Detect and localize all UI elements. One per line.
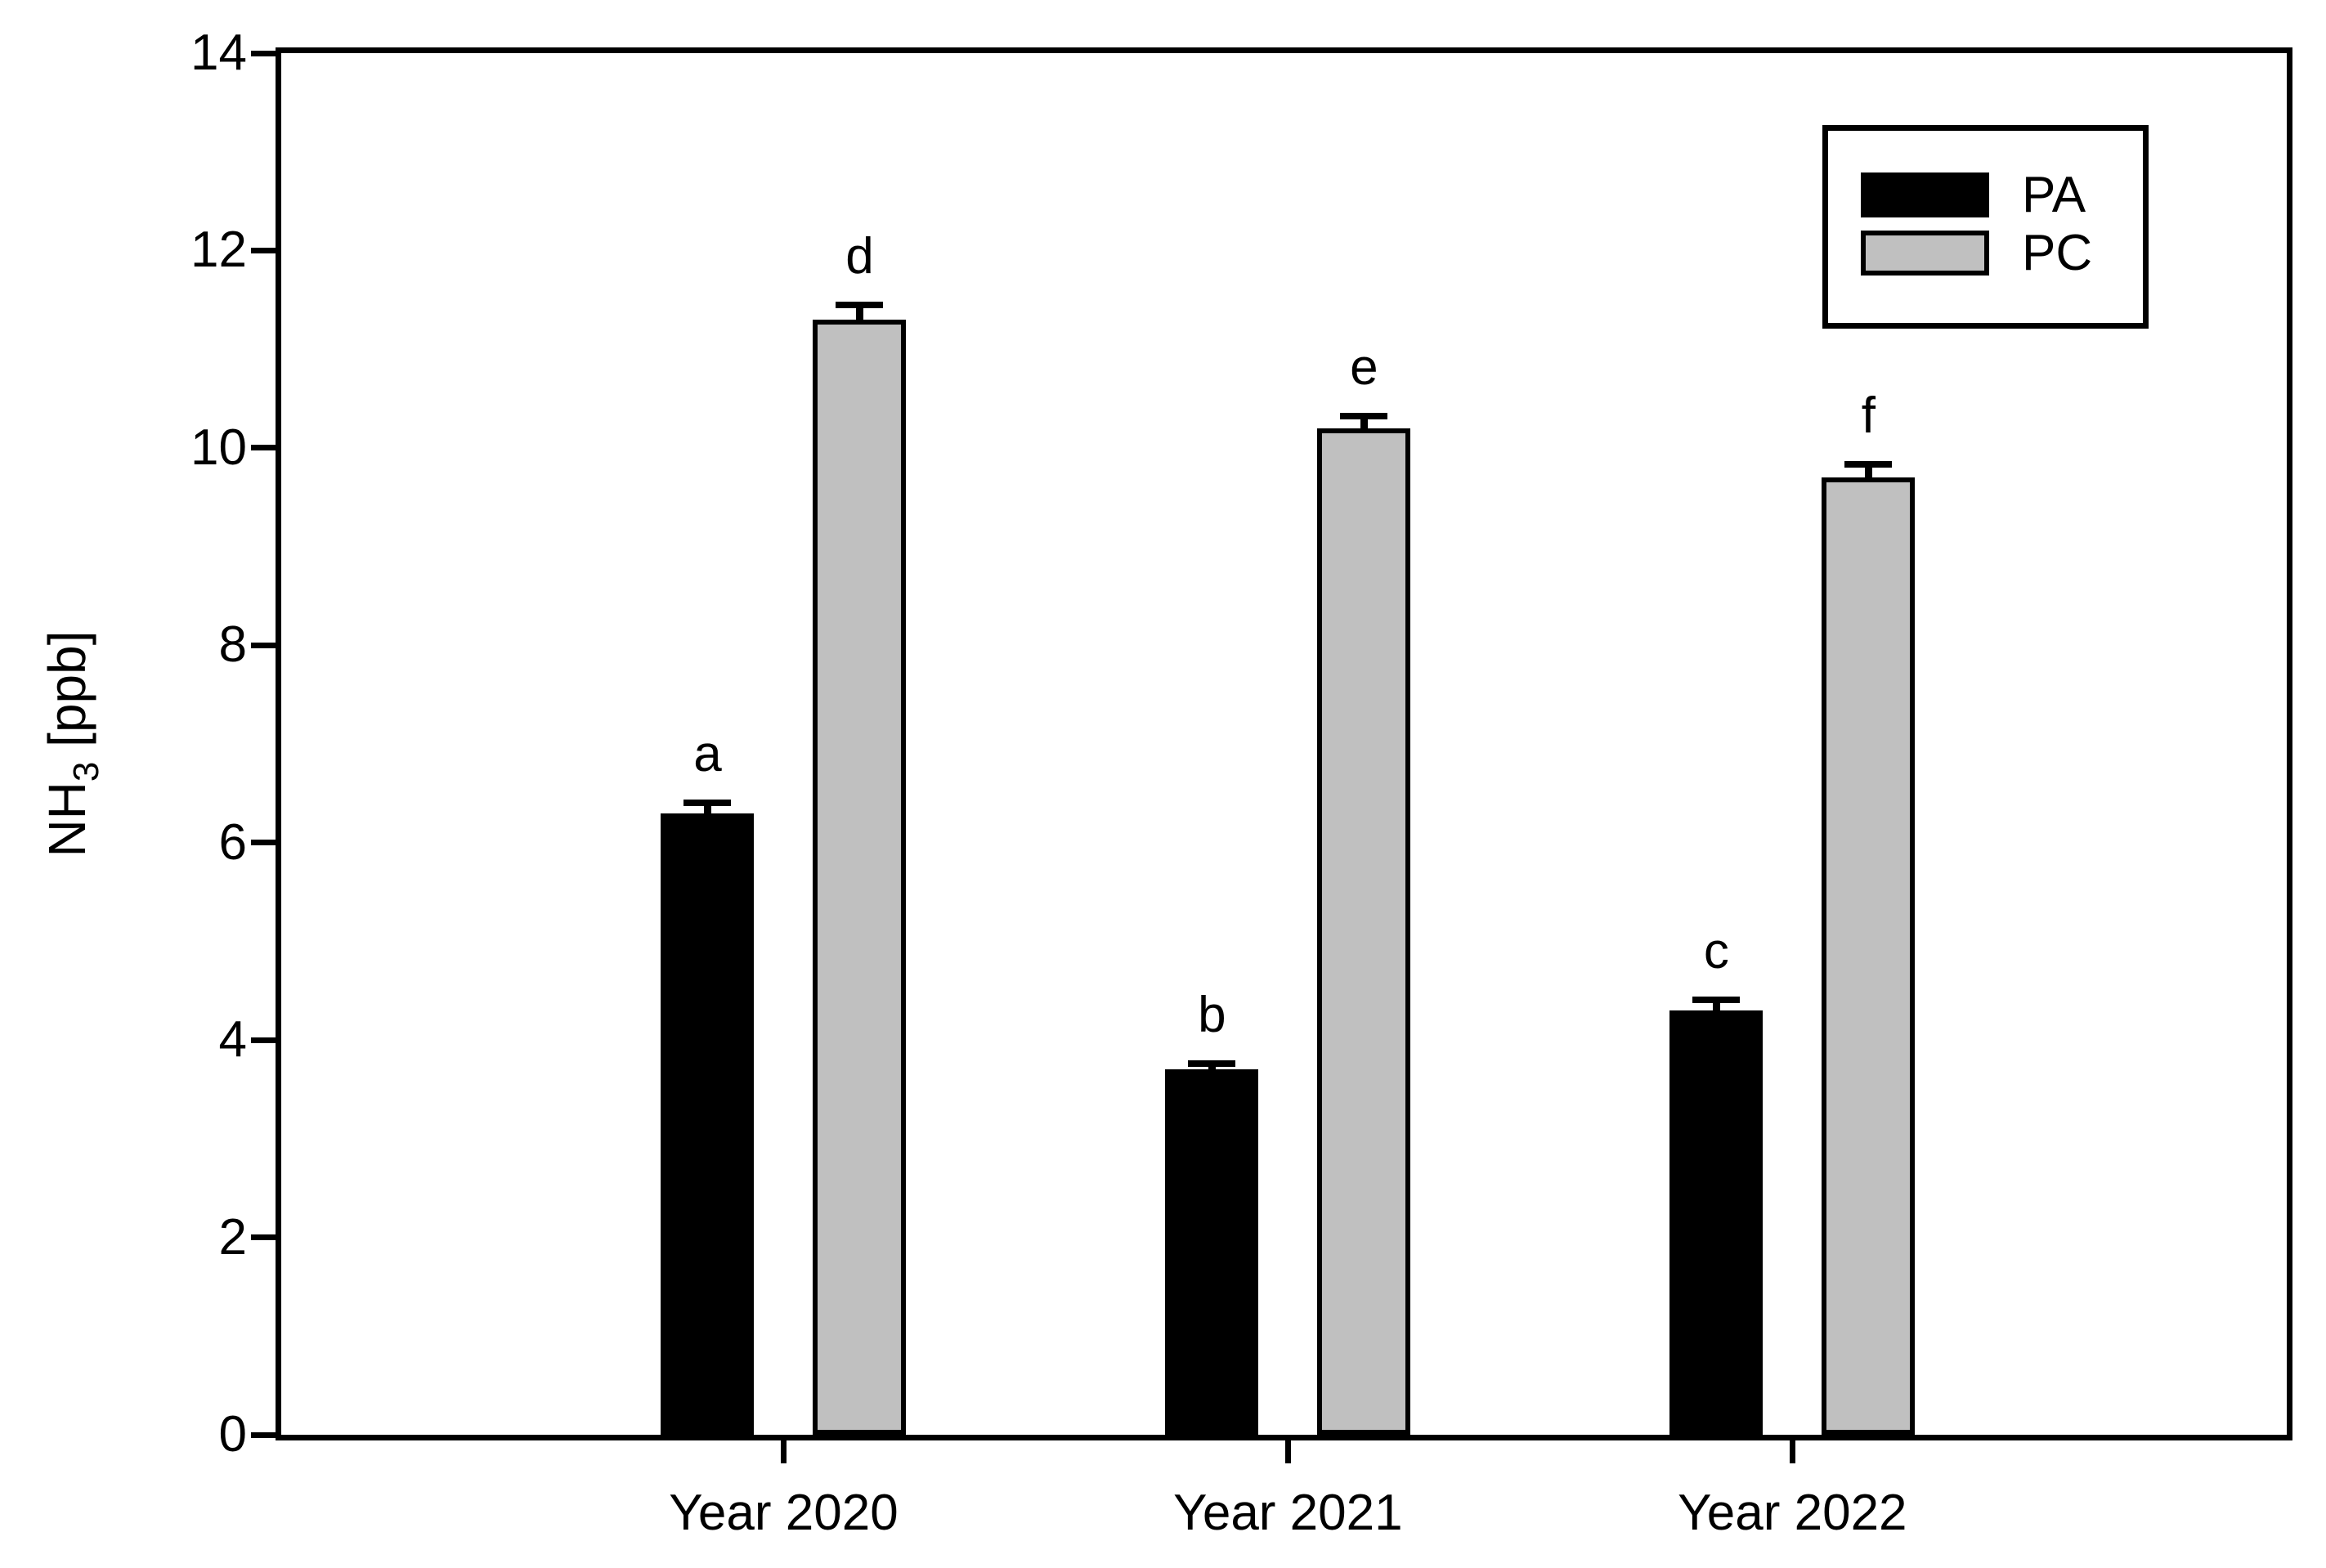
- error-bar-whisker: [1864, 464, 1872, 480]
- error-bar-whisker: [703, 803, 711, 815]
- y-axis-tick-label: 12: [190, 222, 247, 279]
- y-axis-tick: [251, 840, 276, 846]
- bar-pa-year-2020: [661, 813, 755, 1435]
- y-axis-tick-label: 8: [218, 616, 247, 674]
- x-category-label: Year 2020: [669, 1485, 899, 1541]
- y-axis-tick-label: 6: [218, 813, 247, 871]
- legend-row-pc: PC: [1861, 225, 2143, 281]
- significance-letter-d: d: [845, 227, 874, 284]
- bar-pa-year-2021: [1165, 1069, 1259, 1435]
- y-axis-tick: [251, 1037, 276, 1043]
- y-axis-tick: [251, 247, 276, 253]
- legend-row-pa: PA: [1861, 167, 2143, 223]
- x-category-label: Year 2021: [1173, 1485, 1403, 1541]
- significance-letter-b: b: [1198, 987, 1226, 1044]
- x-axis-tick: [1284, 1440, 1291, 1463]
- error-bar-cap: [836, 301, 884, 308]
- bar-pa-year-2022: [1669, 1010, 1764, 1435]
- y-axis-tick: [251, 1234, 276, 1241]
- y-axis-tick: [251, 50, 276, 56]
- error-bar-whisker: [1712, 999, 1720, 1012]
- error-bar-cap: [683, 800, 732, 807]
- y-axis-tick: [251, 1431, 276, 1438]
- significance-letter-a: a: [693, 726, 722, 783]
- bar-pc-year-2021: [1317, 428, 1411, 1435]
- x-category-label: Year 2022: [1678, 1485, 1907, 1541]
- legend-swatch-pa: [1861, 172, 1989, 217]
- legend-swatch-pc: [1861, 231, 1989, 276]
- y-axis-tick-label: 14: [190, 25, 247, 81]
- error-bar-whisker: [1208, 1064, 1216, 1072]
- error-bar-whisker: [855, 304, 863, 321]
- y-axis-title-subscript: 3: [66, 761, 106, 782]
- error-bar-cap: [1692, 996, 1741, 1003]
- y-axis-title: NH3 [ppb]: [34, 458, 106, 1030]
- legend-label-pa: PA: [2022, 167, 2086, 223]
- x-axis-tick: [1789, 1440, 1795, 1463]
- y-axis-tick-label: 0: [218, 1406, 247, 1463]
- y-axis-tick: [251, 445, 276, 451]
- legend: PA PC: [1822, 125, 2149, 329]
- y-axis-tick: [251, 642, 276, 648]
- error-bar-cap: [1188, 1060, 1236, 1068]
- bar-pc-year-2020: [813, 319, 907, 1435]
- error-bar-whisker: [1360, 416, 1368, 430]
- y-axis-tick-label: 4: [218, 1011, 247, 1068]
- x-axis-tick: [780, 1440, 787, 1463]
- bar-pc-year-2022: [1822, 477, 1916, 1435]
- significance-letter-e: e: [1350, 339, 1378, 396]
- y-axis-tick-label: 2: [218, 1208, 247, 1266]
- significance-letter-c: c: [1703, 922, 1729, 979]
- legend-label-pc: PC: [2022, 225, 2093, 281]
- error-bar-cap: [1340, 413, 1388, 420]
- y-axis-tick-label: 10: [190, 419, 247, 476]
- significance-letter-f: f: [1861, 388, 1876, 445]
- error-bar-cap: [1844, 461, 1893, 468]
